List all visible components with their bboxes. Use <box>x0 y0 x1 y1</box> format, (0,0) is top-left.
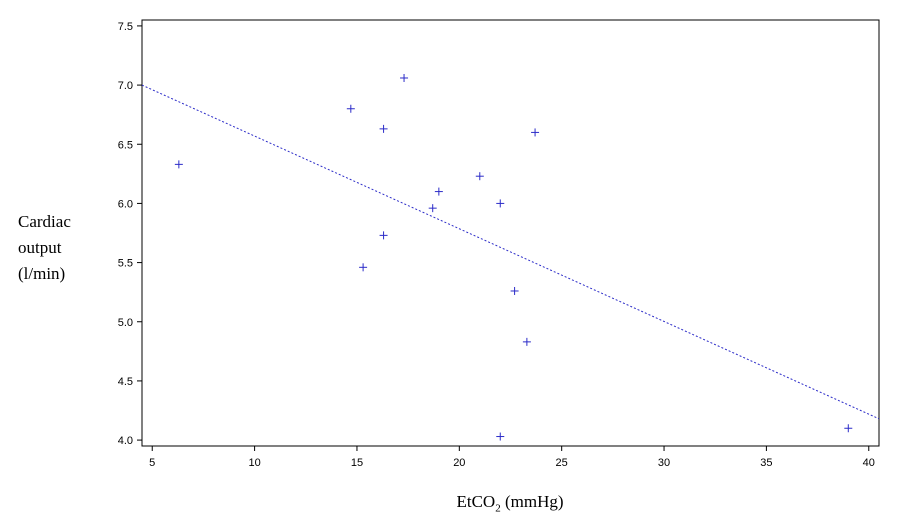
x-tick-label: 30 <box>658 457 670 469</box>
x-axis-label-prefix: EtCO <box>456 492 496 511</box>
data-point <box>174 160 183 169</box>
x-tick-label: 20 <box>453 457 465 469</box>
data-points <box>174 73 853 441</box>
x-axis-label-subscript: 2 <box>495 502 501 515</box>
y-axis-label: Cardiac output (l/min) <box>18 209 88 287</box>
y-tick-label: 7.0 <box>118 80 133 92</box>
x-tick-label: 25 <box>556 457 568 469</box>
y-tick-label: 5.5 <box>118 258 133 270</box>
data-point <box>346 104 355 113</box>
data-point <box>475 172 484 181</box>
data-point <box>844 424 853 433</box>
data-point <box>496 199 505 208</box>
data-point <box>379 124 388 133</box>
y-axis-label-line: (l/min) <box>18 264 66 283</box>
regression-line-group <box>141 84 880 420</box>
data-point <box>434 187 443 196</box>
x-axis-label-suffix: (mmHg) <box>500 492 564 511</box>
x-axis: 5 10 15 20 25 30 35 40 <box>149 446 875 469</box>
x-tick-label: 35 <box>760 457 772 469</box>
data-point <box>400 73 409 82</box>
y-axis: 4.0 4.5 5.0 5.5 6.0 6.5 7.0 7.5 <box>118 21 142 447</box>
data-point <box>496 432 505 441</box>
data-point <box>379 231 388 240</box>
x-tick-label: 10 <box>248 457 260 469</box>
y-tick-label: 4.5 <box>118 376 133 388</box>
y-axis-label-line: output <box>18 238 62 257</box>
x-tick-label: 5 <box>149 457 155 469</box>
y-tick-label: 7.5 <box>118 21 133 33</box>
data-point <box>510 286 519 295</box>
y-tick-label: 6.5 <box>118 139 133 151</box>
x-tick-label: 40 <box>863 457 875 469</box>
y-axis-label-line: Cardiac <box>18 212 71 231</box>
data-point <box>359 263 368 272</box>
y-tick-label: 4.0 <box>118 435 133 447</box>
regression-line <box>141 84 880 420</box>
x-axis-label: EtCO2 (mmHg) <box>380 492 640 514</box>
data-point <box>428 204 437 213</box>
plot-frame <box>141 19 880 447</box>
data-point <box>522 337 531 346</box>
x-tick-label: 15 <box>351 457 363 469</box>
data-point <box>531 128 540 137</box>
y-tick-label: 5.0 <box>118 317 133 329</box>
y-tick-label: 6.0 <box>118 198 133 210</box>
